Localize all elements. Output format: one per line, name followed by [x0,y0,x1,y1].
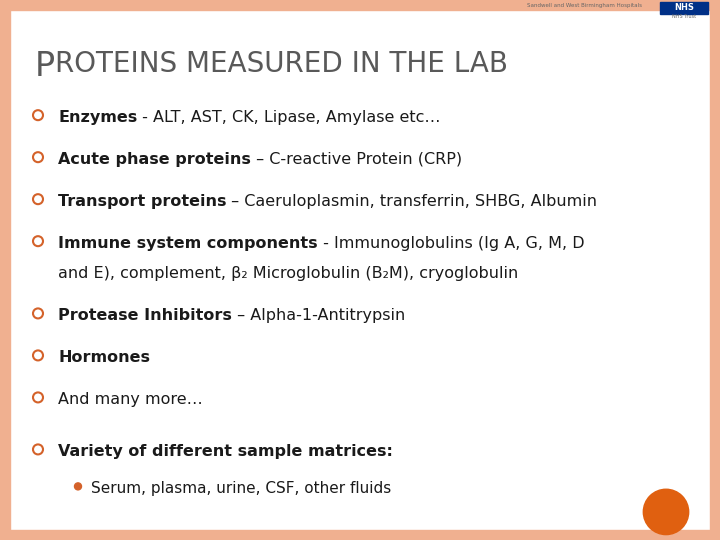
Text: Acute phase proteins: Acute phase proteins [58,152,251,167]
Text: And many more…: And many more… [58,392,203,407]
Bar [710,0,720,540]
Text: Sandwell and West Birmingham Hospitals: Sandwell and West Birmingham Hospitals [527,3,642,9]
Text: - ALT, AST, CK, Lipase, Amylase etc…: - ALT, AST, CK, Lipase, Amylase etc… [138,110,441,125]
Text: P: P [35,50,55,83]
Text: Transport proteins: Transport proteins [58,194,227,209]
Circle shape [74,483,81,490]
Text: – Alpha-1-Antitrypsin: – Alpha-1-Antitrypsin [232,308,405,323]
Text: – C-reactive Protein (CRP): – C-reactive Protein (CRP) [251,152,462,167]
Bar [660,2,708,14]
Text: – Caeruloplasmin, transferrin, SHBG, Albumin: – Caeruloplasmin, transferrin, SHBG, Alb… [227,194,598,209]
Text: Protease Inhibitors: Protease Inhibitors [58,308,232,323]
Circle shape [644,489,688,535]
Text: - Immunoglobulins (Ig A, G, M, D: - Immunoglobulins (Ig A, G, M, D [318,236,584,251]
Text: Immune system components: Immune system components [58,236,318,251]
Text: Serum, plasma, urine, CSF, other fluids: Serum, plasma, urine, CSF, other fluids [91,481,391,496]
Bar [0,530,720,540]
Text: Enzymes: Enzymes [58,110,138,125]
Text: and E), complement, β₂ Microglobulin (B₂M), cryoglobulin: and E), complement, β₂ Microglobulin (B₂… [58,266,518,281]
Text: Hormones: Hormones [58,350,150,365]
Text: NHS Trust: NHS Trust [672,14,696,18]
Bar [0,0,720,10]
Text: ROTEINS MEASURED IN THE LAB: ROTEINS MEASURED IN THE LAB [55,50,508,78]
Text: Variety of different sample matrices:: Variety of different sample matrices: [58,444,393,459]
Bar [0,0,10,540]
Text: NHS: NHS [674,3,694,12]
